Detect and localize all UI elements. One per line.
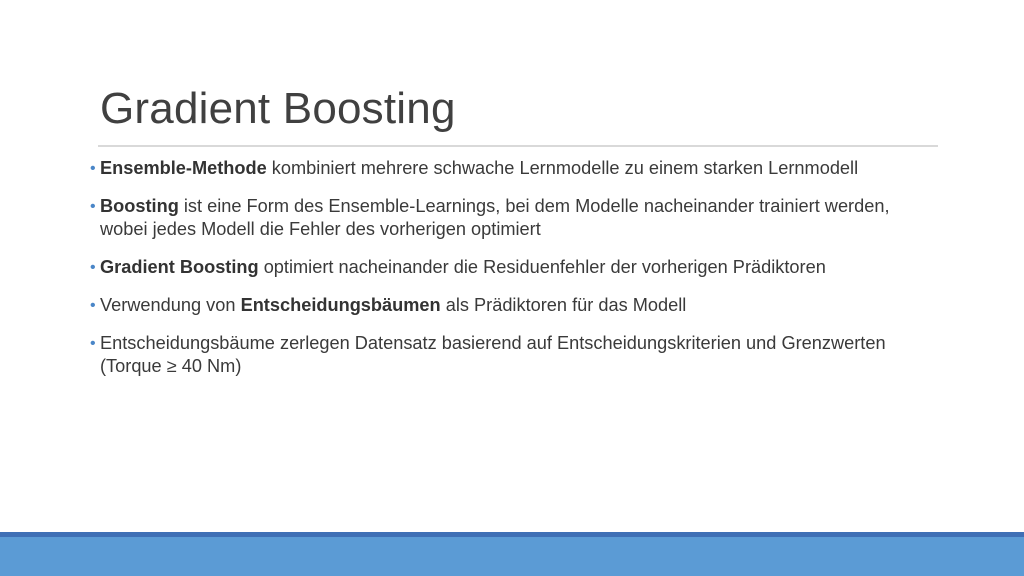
bullet-text: als Prädiktoren für das Modell	[440, 295, 687, 315]
bullet-dot-icon: •	[90, 160, 96, 177]
bullet-list: • Ensemble-Methode kombiniert mehrere sc…	[90, 157, 930, 393]
bullet-item-boosting: • Boosting ist eine Form des Ensemble-Le…	[90, 195, 930, 241]
bullet-text: optimiert nacheinander die Residuenfehle…	[258, 257, 826, 277]
title-divider	[98, 145, 938, 147]
bullet-text: ist eine Form des Ensemble-Learnings, be…	[100, 196, 890, 239]
bullet-dot-icon: •	[90, 335, 96, 352]
bullet-bold-text: Gradient Boosting	[100, 257, 259, 277]
bullet-dot-icon: •	[90, 259, 96, 276]
footer-accent-band	[0, 537, 1024, 576]
bullet-bold-text: Ensemble-Methode	[100, 158, 267, 178]
bullet-item-entscheidungsbaeume-zerlegen: • Entscheidungsbäume zerlegen Datensatz …	[90, 332, 930, 378]
footer-accent-line	[0, 532, 1024, 537]
bullet-dot-icon: •	[90, 297, 96, 314]
bullet-item-entscheidungsbaeume-verwendung: • Verwendung von Entscheidungsbäumen als…	[90, 294, 930, 317]
bullet-text: Entscheidungsbäume zerlegen Datensatz ba…	[100, 333, 886, 376]
bullet-dot-icon: •	[90, 198, 96, 215]
bullet-bold-text: Boosting	[100, 196, 179, 216]
bullet-text: Verwendung von	[100, 295, 241, 315]
bullet-bold-text: Entscheidungsbäumen	[240, 295, 441, 315]
bullet-item-gradient-boosting: • Gradient Boosting optimiert nacheinand…	[90, 256, 930, 279]
bullet-text: kombiniert mehrere schwache Lernmodelle …	[266, 158, 859, 178]
bullet-item-ensemble-methode: • Ensemble-Methode kombiniert mehrere sc…	[90, 157, 930, 180]
slide-title: Gradient Boosting	[100, 84, 456, 133]
